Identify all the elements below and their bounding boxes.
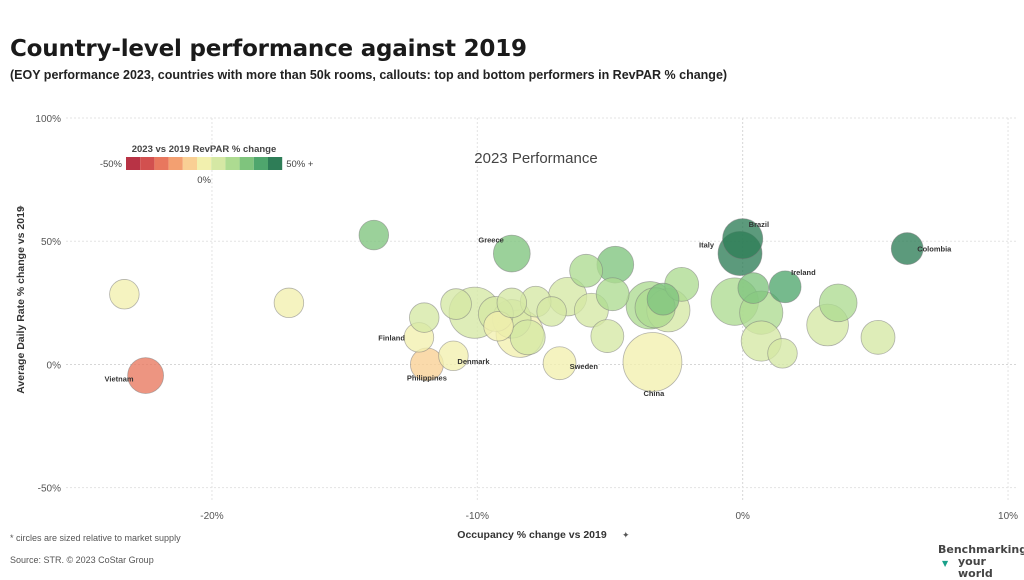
chart-title: 2023 Performance: [474, 150, 597, 167]
point-ireland: [768, 270, 802, 304]
y-tick-label: 0%: [47, 360, 62, 371]
data-points: [109, 218, 924, 394]
data-point: [590, 319, 625, 353]
point-label-philippines: Philippines: [407, 373, 447, 382]
point-vietnam: [127, 357, 164, 394]
data-point: [509, 319, 546, 356]
data-point: [569, 253, 603, 288]
legend-max-label: 50% +: [286, 159, 314, 170]
data-point: [483, 311, 514, 342]
data-point: [737, 272, 770, 304]
data-point: [496, 287, 528, 319]
point-denmark: [438, 340, 469, 372]
x-tick-label: 10%: [998, 511, 1018, 522]
legend-swatch: [253, 157, 268, 170]
page-title: Country-level performance against 2019: [10, 36, 527, 62]
point-labels: Brazil Italy Colombia Ireland Greece Finland P…: [105, 220, 953, 398]
legend-swatch: [182, 157, 197, 170]
point-label-sweden: Sweden: [570, 362, 599, 371]
x-tick-label: -10%: [466, 511, 489, 522]
point-label-china: China: [643, 389, 665, 398]
point-brazil: [722, 218, 764, 260]
brand-logo: Benchmarking ▼ your world: [938, 543, 1024, 580]
legend-swatch: [197, 157, 212, 170]
x-tick-label: 0%: [735, 511, 750, 522]
data-point: [818, 283, 858, 323]
data-point: [767, 338, 798, 369]
source-note: Source: STR. © 2023 CoStar Group: [10, 555, 154, 565]
data-point: [109, 279, 140, 310]
brand-line-2: your world: [958, 555, 993, 580]
footnote: * circles are sized relative to market s…: [10, 533, 181, 543]
brand-mark-icon: ▼: [942, 559, 949, 568]
point-label-vietnam: Vietnam: [105, 375, 134, 384]
legend-swatch: [168, 157, 183, 170]
point-label-colombia: Colombia: [917, 245, 952, 254]
legend-swatch: [268, 157, 283, 170]
brand-line-1: Benchmarking: [938, 543, 1024, 556]
axes: -20% -10% 0% 10% -50% 0% 50% 100%: [35, 114, 1018, 522]
point-label-greece: Greece: [478, 236, 503, 245]
data-point: [536, 296, 567, 327]
point-label-brazil: Brazil: [749, 220, 769, 229]
data-point: [646, 282, 680, 316]
legend-min-label: -50%: [100, 159, 123, 170]
y-axis-label: Average Daily Rate % change vs 2019: [15, 206, 27, 394]
legend-title: 2023 vs 2019 RevPAR % change: [132, 144, 277, 155]
legend-swatch: [140, 157, 155, 170]
point-greece: [493, 234, 531, 273]
legend-swatch: [239, 157, 254, 170]
legend-mid-label: 0%: [197, 175, 211, 186]
point-colombia: [890, 232, 924, 265]
data-point: [596, 245, 635, 284]
point-sweden: [542, 346, 577, 381]
x-axis-label: Occupancy % change vs 2019: [457, 529, 607, 541]
legend-swatch: [225, 157, 240, 170]
y-tick-label: -50%: [38, 484, 61, 495]
color-legend: 2023 vs 2019 RevPAR % change -50% 50% + 0%: [100, 144, 314, 186]
y-axis-pin-icon[interactable]: ✦: [16, 204, 26, 212]
data-point: [440, 288, 472, 320]
legend-swatch: [126, 157, 141, 170]
data-point: [860, 319, 896, 355]
point-label-denmark: Denmark: [457, 357, 490, 366]
point-label-finland: Finland: [378, 333, 405, 342]
legend-swatch: [211, 157, 226, 170]
y-tick-label: 50%: [41, 237, 61, 248]
point-label-italy: Italy: [699, 241, 715, 250]
data-point: [595, 277, 630, 312]
data-point: [358, 219, 390, 251]
page-subtitle: (EOY performance 2023, countries with mo…: [10, 68, 728, 82]
x-axis-pin-icon[interactable]: ✦: [622, 530, 630, 540]
legend-swatch: [154, 157, 169, 170]
data-point: [273, 287, 305, 319]
y-tick-label: 100%: [35, 114, 61, 125]
x-tick-label: -20%: [200, 511, 223, 522]
point-label-ireland: Ireland: [791, 268, 816, 277]
data-point: [409, 302, 440, 333]
point-china: [622, 332, 683, 392]
